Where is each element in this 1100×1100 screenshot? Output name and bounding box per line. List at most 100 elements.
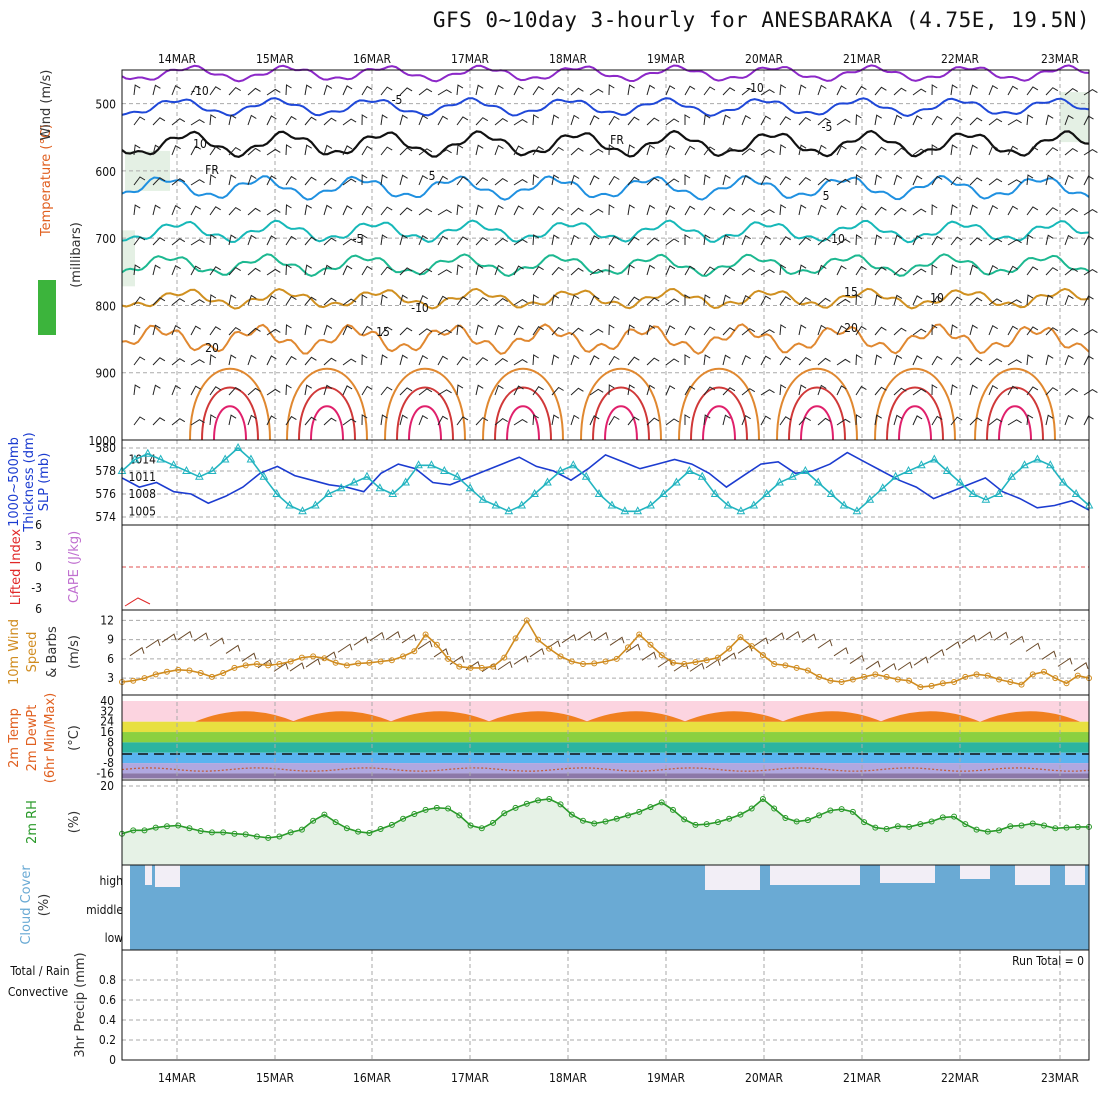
wind-tick: 12	[100, 613, 114, 627]
contour-label: -10	[411, 301, 429, 315]
wind-barb	[741, 88, 756, 96]
wind-barb	[513, 265, 524, 276]
rh2m-point	[366, 830, 373, 837]
wind-barb	[133, 384, 141, 396]
wind-barb	[760, 235, 771, 246]
wind-barb	[1045, 354, 1054, 366]
temp-contour-surface	[702, 405, 736, 441]
wind-barb	[475, 144, 484, 156]
rh2m-point	[838, 806, 845, 813]
wind-barb	[760, 209, 775, 216]
pressure-tick: 800	[95, 299, 116, 313]
slp-point	[207, 465, 217, 474]
wind-barb	[988, 144, 998, 156]
wind-barb	[418, 88, 433, 96]
wind-barb	[1007, 145, 1019, 156]
wind-barb	[893, 234, 903, 246]
wind-barb	[551, 386, 564, 396]
wind10-unit: (m/s)	[67, 635, 82, 669]
date-label-bottom: 16MAR	[353, 1071, 391, 1085]
wind-barb	[532, 386, 544, 396]
wind-barb	[589, 208, 604, 216]
wind10-barb	[881, 662, 897, 673]
wind-barb	[703, 206, 716, 216]
wind-barb	[171, 204, 181, 216]
temp-tick: 24	[100, 715, 114, 729]
rh2m-point	[568, 811, 575, 818]
slp-point	[1033, 454, 1042, 463]
wind-barb	[760, 295, 771, 306]
wind10-barb	[833, 647, 849, 657]
wind-barb	[817, 384, 827, 396]
slp-point	[156, 454, 166, 463]
slp-point	[439, 465, 449, 474]
rh2m-point	[793, 818, 800, 825]
rh2m-point	[996, 827, 1003, 834]
wind-barb	[209, 146, 221, 156]
wind-barb	[494, 84, 504, 96]
wind-barb	[836, 238, 851, 246]
wind-barb	[722, 174, 731, 186]
wind-barb	[969, 357, 983, 366]
wind-barb	[893, 294, 903, 306]
wind-barb	[741, 354, 751, 366]
wind10-point	[467, 664, 474, 671]
wind-barb	[912, 328, 927, 336]
wind-barb	[608, 204, 615, 216]
wind-barb	[760, 175, 771, 186]
slp-point	[182, 465, 191, 474]
wind-barb	[456, 264, 464, 276]
temp-contour-surface	[776, 367, 858, 441]
wind-barb	[1045, 234, 1054, 246]
temp-contour-minus10	[121, 64, 1090, 83]
wind10-point	[838, 679, 845, 686]
rh2m-point	[197, 828, 204, 834]
wind-barb	[551, 414, 560, 426]
wind-barb	[760, 89, 775, 96]
contour-label: 20	[205, 341, 219, 355]
wind10-barb	[449, 655, 465, 665]
temp-contour-surface	[580, 367, 662, 441]
wind-barb	[798, 384, 807, 396]
date-label-top: 15MAR	[256, 52, 294, 66]
wind-barb	[646, 297, 660, 306]
wind-barb	[380, 234, 388, 246]
temp-contour-freezing	[121, 129, 1090, 159]
wind-barb	[1026, 114, 1034, 126]
wind-barb	[570, 234, 580, 246]
thickness-label: 1000~500mb	[7, 437, 22, 527]
wind-barb	[627, 416, 640, 426]
wind-barb	[798, 116, 811, 126]
date-label-bottom: 15MAR	[256, 1071, 294, 1085]
wind-barb	[741, 388, 756, 396]
slp-point	[349, 477, 359, 486]
wind-barb	[475, 417, 489, 426]
date-label-bottom: 22MAR	[941, 1071, 979, 1085]
rh2m-point	[894, 823, 901, 830]
rh2m-point	[658, 799, 665, 806]
rh2m-point	[501, 810, 508, 817]
wind-barb	[722, 414, 731, 426]
wind-barb	[437, 389, 452, 396]
wind-barb	[494, 204, 504, 216]
wind-barb	[1026, 326, 1039, 336]
wind-barb	[1064, 174, 1074, 186]
wind-barb	[152, 417, 166, 426]
wind-barb	[874, 414, 882, 426]
rh2m-point	[1029, 820, 1036, 827]
wind-barb	[627, 176, 640, 186]
wind10-barb	[721, 652, 737, 662]
rh2m-point	[939, 814, 946, 821]
wind10-barb	[577, 631, 593, 641]
wind-barb	[323, 417, 337, 426]
wind-barb	[627, 204, 635, 216]
wind-barb	[475, 177, 489, 186]
wind-barb	[475, 237, 489, 246]
wind-barb	[171, 178, 186, 186]
wind-barb	[209, 414, 217, 426]
wind-barb	[950, 356, 963, 366]
wind-barb	[836, 85, 847, 96]
wind-barb	[874, 86, 887, 96]
wind-barb	[133, 416, 146, 426]
slp-point	[323, 488, 333, 497]
